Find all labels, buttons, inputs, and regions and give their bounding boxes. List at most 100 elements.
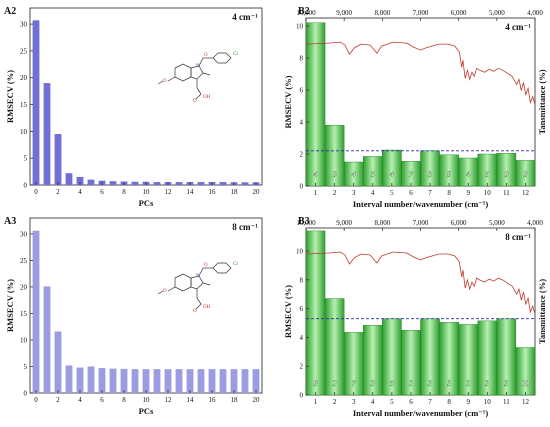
plot-frame bbox=[29, 217, 263, 394]
panel-label: B3 bbox=[298, 216, 310, 227]
x-tick-label: 18 bbox=[231, 396, 239, 404]
x-tick-label: 12 bbox=[522, 398, 530, 406]
y-tick-label: 8 bbox=[300, 55, 304, 63]
x-tick-label: 20 bbox=[253, 188, 261, 196]
molecule-atom-label: OH bbox=[203, 305, 211, 310]
x-tick-label: 9 bbox=[466, 189, 470, 197]
x-tick-label: 6 bbox=[409, 189, 413, 197]
x-tick-label: 3 bbox=[352, 398, 356, 406]
bar-A3-8 bbox=[120, 368, 128, 393]
x-tick-label: 2 bbox=[56, 396, 60, 404]
bar-pc-label: 9 bbox=[523, 170, 527, 179]
y-axis-label: RMSECV (%) bbox=[283, 75, 293, 128]
bar-pc-label: 2 bbox=[465, 379, 470, 388]
y-tick-label: 2 bbox=[300, 151, 304, 159]
y-tick-label: 5 bbox=[24, 363, 28, 371]
bar-A3-19 bbox=[241, 369, 249, 393]
top-axis-tick-label: 5,000 bbox=[489, 219, 505, 227]
y-tick-label: 30 bbox=[20, 21, 28, 29]
y-tick-label: 30 bbox=[20, 230, 28, 238]
y-tick-label: 25 bbox=[20, 47, 28, 55]
bar-pc-label: 4 bbox=[313, 170, 318, 179]
panel-label: A2 bbox=[4, 6, 16, 17]
chart-A3: 0 5 10 15 20 25 30 0 2 4 6 8 10 12 14 16 18 20 PCs RMSECV (… bbox=[4, 216, 263, 416]
transmittance-line bbox=[305, 251, 536, 315]
bar-pc-label: 3 bbox=[427, 379, 432, 388]
molecule-structure: Cl N O OH O O bbox=[157, 52, 238, 104]
y-tick-label: 6 bbox=[300, 87, 304, 95]
bar-A2-11 bbox=[153, 182, 161, 185]
resolution-label: 8 cm⁻¹ bbox=[505, 232, 531, 242]
x-tick-label: 20 bbox=[253, 396, 261, 404]
bar-A3-17 bbox=[219, 369, 227, 393]
bar-A2-7 bbox=[109, 181, 117, 185]
x-tick-label: 7 bbox=[428, 189, 432, 197]
bar-pc-label: 10 bbox=[521, 379, 529, 388]
y-axis-label: RMSECV (%) bbox=[283, 285, 293, 338]
y-tick-label: 25 bbox=[20, 257, 28, 265]
molecule-atom-label: O bbox=[193, 309, 197, 314]
x-tick-label: 11 bbox=[503, 398, 510, 406]
x-tick-label: 4 bbox=[78, 188, 82, 196]
x-tick-label: 3 bbox=[352, 189, 356, 197]
x-tick-label: 10 bbox=[143, 188, 151, 196]
bar-A2-3 bbox=[65, 173, 73, 185]
x-tick-label: 12 bbox=[522, 189, 530, 197]
bar-A3-12 bbox=[164, 369, 172, 393]
x-tick-label: 4 bbox=[371, 398, 375, 406]
x-tick-label: 0 bbox=[34, 396, 38, 404]
bar-pc-label: 3 bbox=[427, 170, 432, 179]
molecule-atom-label: O bbox=[193, 99, 197, 104]
bar-A2-19 bbox=[241, 182, 249, 185]
bar-pc-label: 3 bbox=[446, 379, 451, 388]
top-axis-tick-label: 7,000 bbox=[413, 219, 429, 227]
x-tick-label: 14 bbox=[187, 188, 195, 196]
x-tick-label: 6 bbox=[409, 398, 413, 406]
x-tick-label: 2 bbox=[56, 188, 60, 196]
bar-A3-16 bbox=[208, 369, 216, 393]
chart-A2: 0 5 10 15 20 25 30 0 2 4 6 8 10 12 14 16 18 20 PCs RMSECV (… bbox=[4, 6, 263, 208]
bar-pc-label: 4 bbox=[389, 170, 394, 179]
y-tick-label: 10 bbox=[296, 23, 304, 31]
top-axis-tick-label: 10,000 bbox=[296, 219, 316, 227]
bar-A3-14 bbox=[186, 369, 194, 393]
y-tick-label: 6 bbox=[300, 305, 304, 313]
y-tick-label: 4 bbox=[300, 119, 304, 127]
bar-A3-20 bbox=[252, 369, 260, 393]
x-tick-label: 9 bbox=[466, 398, 470, 406]
bar-B3-1 bbox=[305, 230, 326, 396]
bar-A2-13 bbox=[175, 182, 183, 185]
x-tick-label: 4 bbox=[78, 396, 82, 404]
bar-A2-4 bbox=[76, 176, 84, 185]
bar-B2-1 bbox=[305, 22, 326, 187]
molecule-atom-label: O bbox=[163, 79, 167, 84]
bar-A3-6 bbox=[98, 368, 106, 393]
bar-A3-1 bbox=[43, 286, 51, 393]
x-tick-label: 10 bbox=[484, 398, 492, 406]
molecule-atom-label: Cl bbox=[233, 52, 238, 57]
bar-pc-label: 9 bbox=[314, 379, 318, 388]
molecule-atom-label: O bbox=[163, 289, 167, 294]
resolution-label: 4 cm⁻¹ bbox=[505, 22, 531, 32]
bar-A3-7 bbox=[109, 368, 117, 393]
x-tick-label: 5 bbox=[390, 189, 394, 197]
bar-pc-label: 3 bbox=[370, 379, 375, 388]
x-tick-label: 16 bbox=[209, 188, 217, 196]
panel-label: B2 bbox=[298, 6, 310, 17]
bar-pc-label: 2 bbox=[332, 379, 337, 388]
molecule-atom-label: Cl bbox=[233, 262, 238, 267]
molecule-structure: Cl N O OH O O bbox=[157, 262, 238, 314]
bar-B2-5 bbox=[382, 149, 402, 187]
x-tick-label: 8 bbox=[447, 398, 451, 406]
bar-pc-label: 3 bbox=[503, 379, 508, 388]
y-tick-label: 0 bbox=[24, 182, 28, 190]
bar-A3-5 bbox=[87, 366, 95, 393]
top-axis-tick-label: 6,000 bbox=[451, 9, 467, 17]
top-axis-tick-label: 9,000 bbox=[336, 9, 352, 17]
y-tick-label: 0 bbox=[300, 392, 304, 400]
bar-pc-label: 5 bbox=[390, 379, 394, 388]
bar-pc-label: 7 bbox=[409, 170, 414, 179]
x-tick-label: 4 bbox=[371, 189, 375, 197]
x-tick-label: 0 bbox=[34, 188, 38, 196]
